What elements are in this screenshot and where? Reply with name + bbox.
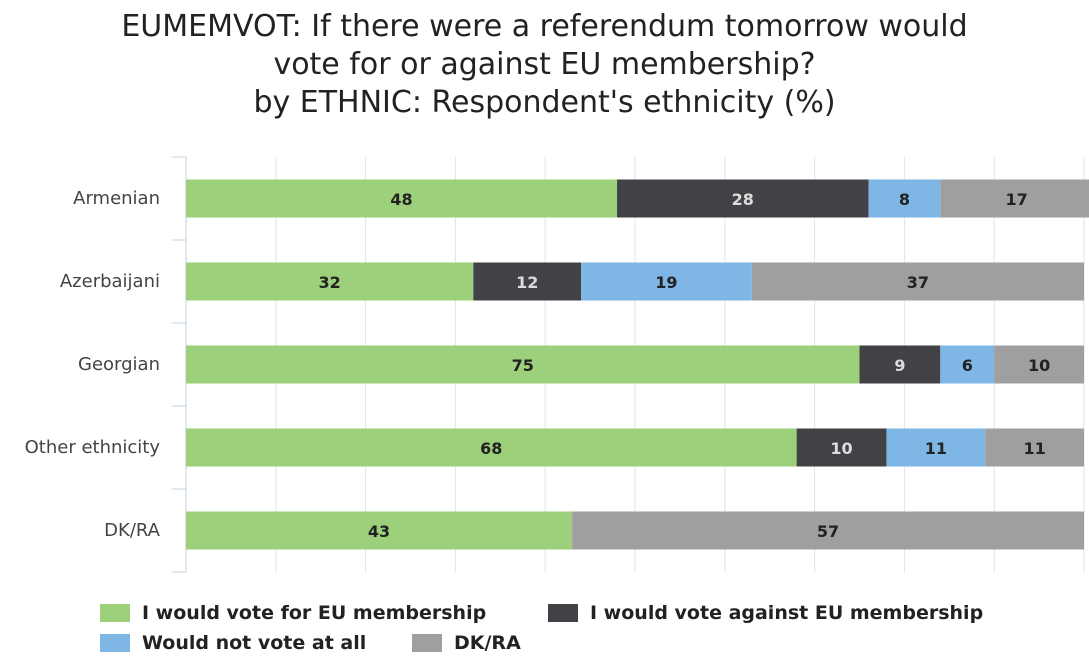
legend-item: DK/RA <box>412 632 521 654</box>
legend-label: I would vote against EU membership <box>590 602 984 624</box>
data-label: 10 <box>1028 356 1050 375</box>
legend-swatch <box>412 634 442 652</box>
data-label: 37 <box>907 273 929 292</box>
category-label: Other ethnicity <box>25 437 161 458</box>
chart-title: EUMEMVOT: If there were a referendum tom… <box>0 8 1089 122</box>
bar-segment <box>985 428 1084 467</box>
data-label: 57 <box>817 522 839 541</box>
chart-title-line-2: vote for or against EU membership? <box>273 47 816 82</box>
bar-segment <box>186 511 573 550</box>
legend-swatch <box>548 604 578 622</box>
data-label: 17 <box>1006 190 1028 209</box>
data-label: 28 <box>732 190 754 209</box>
data-label: 11 <box>925 439 947 458</box>
bar-segment <box>186 345 860 384</box>
data-labels: 48 28 8 17 32 12 19 37 75 9 6 10 68 10 11 11 43 57 <box>319 190 1051 541</box>
data-label: 12 <box>516 273 538 292</box>
bars <box>186 179 1089 550</box>
legend-item: I would vote for EU membership <box>100 602 486 624</box>
category-label: Armenian <box>73 188 160 209</box>
stacked-bar-chart: Armenian Azerbaijani Georgian Other ethnici… <box>25 156 1089 573</box>
data-label: 48 <box>390 190 412 209</box>
bar-segment <box>186 179 618 218</box>
chart-title-line-3: by ETHNIC: Respondent's ethnicity (%) <box>253 85 836 120</box>
bar-segment <box>859 345 941 384</box>
bar-segment <box>940 179 1089 218</box>
data-label: 19 <box>655 273 677 292</box>
data-label: 6 <box>962 356 973 375</box>
bar-segment <box>868 179 941 218</box>
bar-segment <box>617 179 869 218</box>
category-label: Azerbaijani <box>60 271 160 292</box>
bar-segment <box>994 345 1084 384</box>
bar-segment <box>572 511 1084 550</box>
bar-segment <box>940 345 995 384</box>
legend-swatch <box>100 634 130 652</box>
legend-label: DK/RA <box>454 632 521 654</box>
data-label: 75 <box>512 356 534 375</box>
category-label: DK/RA <box>104 520 161 541</box>
data-label: 10 <box>830 439 852 458</box>
legend-label: Would not vote at all <box>142 632 367 654</box>
category-label: Georgian <box>78 354 160 375</box>
chart-title-line-1: EUMEMVOT: If there were a referendum tom… <box>121 9 968 44</box>
legend-item: I would vote against EU membership <box>548 602 983 624</box>
bar-segment <box>886 428 986 467</box>
bar-segment <box>473 262 582 301</box>
data-label: 9 <box>894 356 905 375</box>
legend-swatch <box>100 604 130 622</box>
legend-item: Would not vote at all <box>100 632 366 654</box>
data-label: 8 <box>899 190 910 209</box>
bar-segment <box>186 262 474 301</box>
category-axis: Armenian Azerbaijani Georgian Other ethnici… <box>25 156 187 573</box>
data-label: 68 <box>480 439 502 458</box>
bar-segment <box>751 262 1084 301</box>
bar-segment <box>581 262 752 301</box>
bar-segment <box>186 428 797 467</box>
bar-segment <box>796 428 887 467</box>
data-label: 32 <box>319 273 341 292</box>
legend-label: I would vote for EU membership <box>142 602 487 624</box>
data-label: 11 <box>1023 439 1045 458</box>
data-label: 43 <box>368 522 390 541</box>
